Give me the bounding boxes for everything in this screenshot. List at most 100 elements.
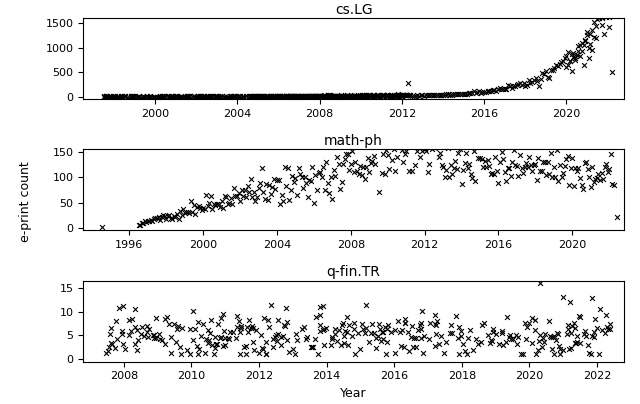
Point <box>403 80 413 86</box>
Point <box>166 93 177 100</box>
Point <box>119 93 129 99</box>
Point <box>521 336 531 343</box>
Point <box>216 315 226 321</box>
Point <box>241 194 252 200</box>
Point <box>109 93 120 100</box>
Point <box>465 327 476 333</box>
Point <box>434 340 444 347</box>
Text: e-print count: e-print count <box>19 162 32 242</box>
Point <box>424 336 434 342</box>
Point <box>361 164 371 170</box>
Point <box>211 202 221 208</box>
Point <box>138 93 148 100</box>
Point <box>566 345 576 351</box>
Point <box>400 316 410 322</box>
Point <box>149 93 159 100</box>
Point <box>540 159 550 165</box>
Point <box>230 93 240 100</box>
Point <box>209 201 219 207</box>
Point <box>192 93 202 100</box>
Point <box>422 168 433 175</box>
Point <box>404 168 414 174</box>
Point <box>340 93 350 99</box>
Point <box>340 156 350 163</box>
Point <box>604 14 614 21</box>
Point <box>216 93 227 99</box>
Point <box>284 197 294 203</box>
Point <box>134 93 145 100</box>
Point <box>512 162 522 169</box>
Point <box>445 162 456 168</box>
Point <box>289 179 299 185</box>
Point <box>422 92 433 98</box>
Point <box>280 323 291 329</box>
Point <box>157 93 168 100</box>
Point <box>139 93 149 100</box>
Point <box>559 163 570 169</box>
Point <box>378 92 388 98</box>
Point <box>373 92 383 99</box>
Point <box>273 177 284 183</box>
Point <box>431 318 442 324</box>
Point <box>536 168 547 175</box>
Point <box>360 176 370 183</box>
Point <box>452 166 462 173</box>
Point <box>396 92 406 99</box>
Point <box>235 351 245 358</box>
Point <box>246 93 257 100</box>
Point <box>313 93 323 99</box>
Point <box>395 328 405 335</box>
Point <box>236 325 246 332</box>
Point <box>298 93 308 99</box>
Point <box>412 148 422 155</box>
Point <box>361 91 371 98</box>
Point <box>329 93 339 99</box>
Point <box>319 93 329 99</box>
Point <box>266 93 276 99</box>
Point <box>518 80 529 86</box>
Point <box>575 175 585 182</box>
Point <box>555 162 565 168</box>
Point <box>114 93 124 100</box>
Point <box>143 326 154 332</box>
Point <box>415 92 426 99</box>
Point <box>116 328 127 334</box>
Point <box>367 92 378 99</box>
Point <box>355 346 365 352</box>
Point <box>348 148 358 154</box>
Point <box>582 166 593 173</box>
Point <box>399 92 409 99</box>
Point <box>116 93 127 100</box>
Point <box>511 331 522 338</box>
Point <box>401 92 412 99</box>
Point <box>100 350 111 356</box>
Point <box>593 171 604 178</box>
Point <box>236 322 246 329</box>
Point <box>572 332 582 339</box>
Point <box>112 93 122 100</box>
Point <box>550 174 561 180</box>
Point <box>248 93 259 100</box>
Point <box>416 335 426 342</box>
Point <box>380 93 390 99</box>
Point <box>483 87 493 94</box>
Point <box>549 65 559 72</box>
Point <box>381 147 391 153</box>
Point <box>131 324 141 330</box>
Point <box>285 93 295 99</box>
Point <box>355 92 365 99</box>
Point <box>460 348 470 354</box>
Point <box>367 158 378 164</box>
Point <box>306 177 316 184</box>
Point <box>401 92 411 98</box>
Point <box>391 93 401 99</box>
Point <box>266 93 276 100</box>
Point <box>155 93 165 100</box>
Point <box>360 302 371 308</box>
Point <box>479 158 490 164</box>
Point <box>481 164 492 170</box>
Point <box>303 194 313 200</box>
Point <box>502 314 513 321</box>
Point <box>110 93 120 100</box>
Point <box>311 314 321 320</box>
